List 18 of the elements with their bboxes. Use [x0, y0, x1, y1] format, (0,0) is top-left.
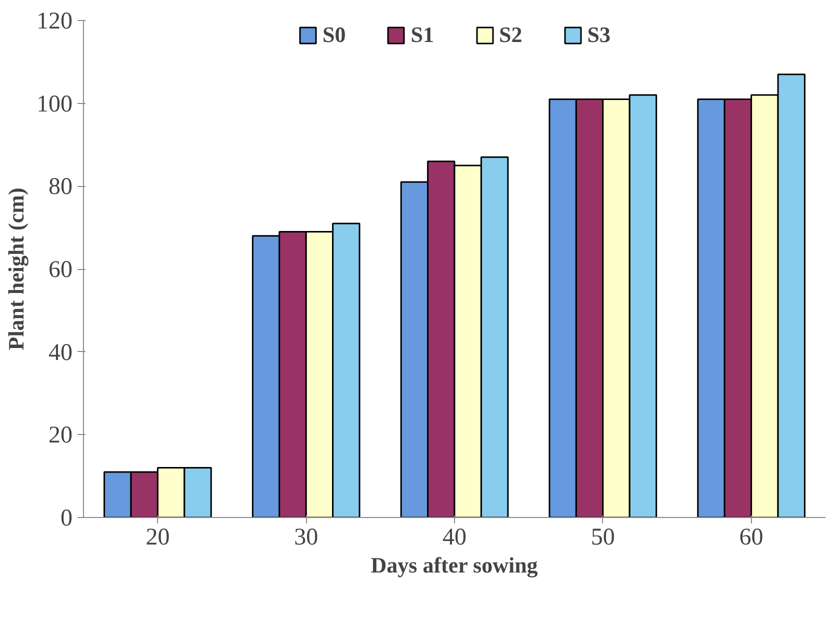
legend-label: S3 — [587, 22, 610, 48]
y-tick-label: 0 — [60, 506, 72, 532]
legend-label: S1 — [410, 22, 434, 48]
x-axis-title: Days after sowing — [370, 552, 538, 578]
x-tick-label: 20 — [146, 524, 170, 550]
legend-label: S2 — [499, 22, 522, 48]
x-tick-label: 60 — [739, 524, 764, 550]
y-tick-label: 60 — [48, 257, 72, 283]
x-tick-label: 30 — [294, 524, 318, 550]
y-tick-label: 80 — [48, 174, 72, 200]
x-tick-label: 50 — [590, 524, 615, 550]
y-tick-label: 100 — [36, 91, 72, 118]
x-tick-label: 40 — [442, 524, 466, 550]
legend-label: S0 — [322, 22, 346, 48]
y-tick-label: 40 — [48, 340, 72, 366]
y-tick-label: 120 — [36, 8, 72, 34]
y-tick-label: 20 — [48, 422, 72, 449]
y-axis-title: Plant height (cm) — [4, 188, 28, 350]
